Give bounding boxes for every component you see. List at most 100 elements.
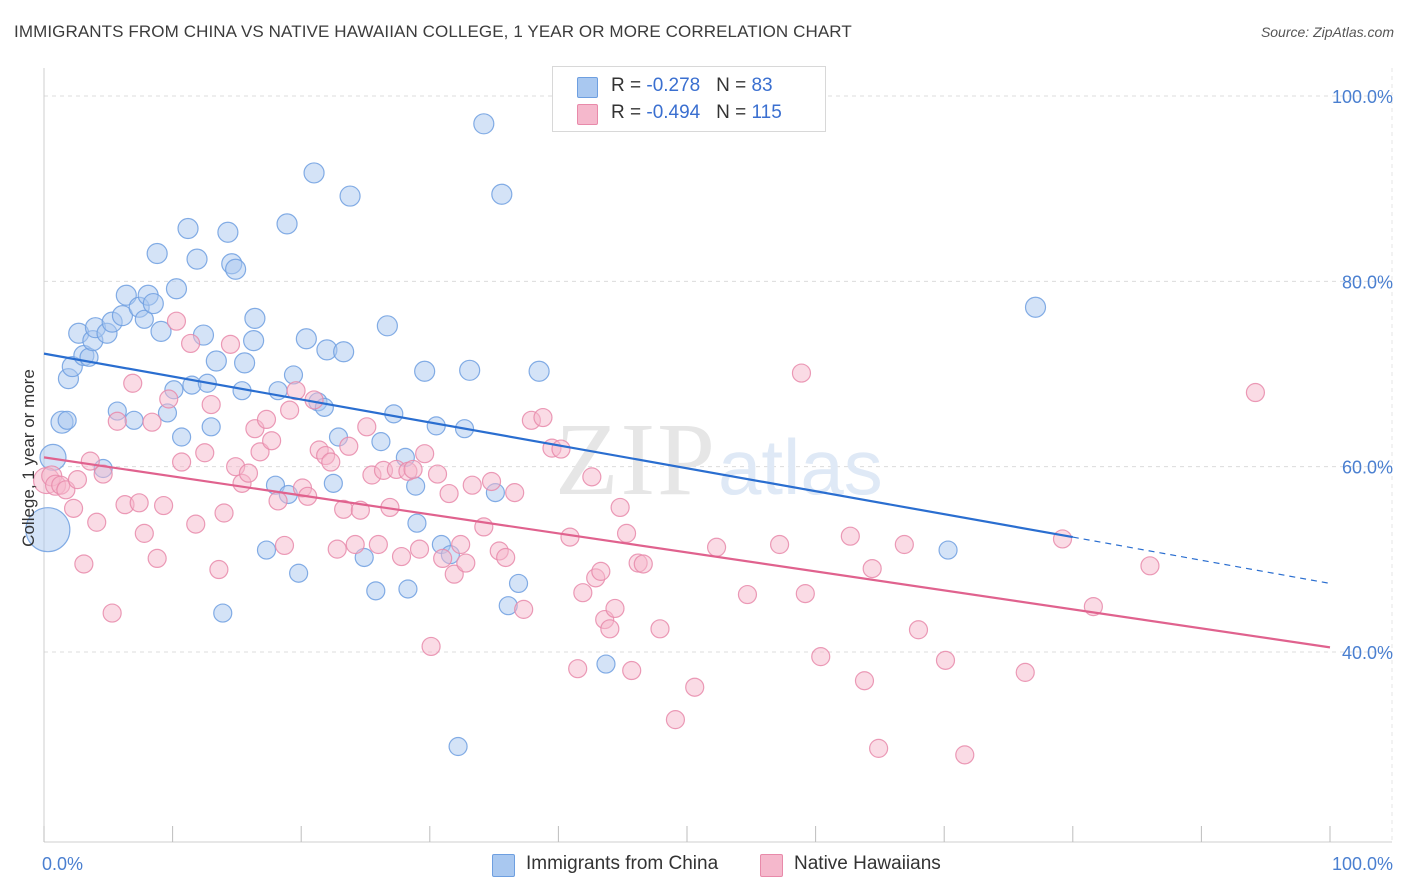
hawaiian-point-101 xyxy=(795,584,815,604)
china-point-51 xyxy=(303,162,325,184)
china-point-23 xyxy=(150,320,172,342)
hawaiian-point-47 xyxy=(327,539,347,559)
china-point-67 xyxy=(407,513,427,533)
hawaiian-point-108 xyxy=(908,620,929,640)
hawaiian-point-112 xyxy=(1052,529,1073,549)
hawaiian-point-83 xyxy=(573,583,593,603)
china-point-55 xyxy=(323,473,343,493)
hawaiian-point-16 xyxy=(134,523,154,543)
hawaiian-point-50 xyxy=(345,534,365,555)
hawaiian-point-72 xyxy=(481,471,502,492)
legend-n-label: N = xyxy=(716,102,752,123)
bottom-legend-label: Native Hawaiians xyxy=(794,853,941,874)
x-tick-label-1: 100.0% xyxy=(1332,854,1393,874)
hawaiian-point-89 xyxy=(605,598,625,619)
y-tick-label-0: 100.0% xyxy=(1332,87,1393,107)
y-tick-labels: 100.0% 80.0% 60.0% 40.0% xyxy=(1332,87,1393,663)
hawaiian-point-94 xyxy=(633,554,653,574)
series-native-hawaiians xyxy=(32,311,1266,765)
hawaiian-point-5 xyxy=(63,498,84,518)
trend-line-china-extension xyxy=(1072,536,1331,585)
source-label: Source: ZipAtlas.com xyxy=(1260,24,1394,40)
hawaiian-point-60 xyxy=(403,459,423,480)
legend-n-label: N = xyxy=(716,75,752,96)
hawaiian-point-114 xyxy=(1245,382,1266,403)
hawaiian-point-36 xyxy=(262,431,282,451)
trend-line-china xyxy=(43,352,1073,539)
china-point-28 xyxy=(177,217,199,240)
x-tick-label-0: 0.0% xyxy=(42,854,83,874)
china-point-30 xyxy=(186,248,208,270)
hawaiian-point-61 xyxy=(409,539,430,559)
china-point-27 xyxy=(172,427,192,447)
china-point-36 xyxy=(217,221,239,243)
china-point-19 xyxy=(134,309,154,329)
china-point-58 xyxy=(339,185,361,207)
hawaiian-point-96 xyxy=(665,710,686,730)
hawaiian-point-22 xyxy=(172,452,192,472)
trend-line-hawaiian xyxy=(43,456,1331,649)
hawaiian-point-78 xyxy=(533,407,553,428)
y-tick-label-3: 40.0% xyxy=(1342,643,1393,663)
hawaiian-point-66 xyxy=(439,483,459,504)
hawaiian-point-88 xyxy=(600,619,620,639)
hawaiian-point-90 xyxy=(610,497,630,518)
china-point-69 xyxy=(426,416,446,436)
hawaiian-point-14 xyxy=(123,373,143,393)
hawaiian-point-24 xyxy=(186,514,206,534)
hawaiian-point-23 xyxy=(181,333,201,354)
hawaiian-point-109 xyxy=(935,650,956,670)
chart-title: IMMIGRANTS FROM CHINA VS NATIVE HAWAIIAN… xyxy=(14,22,852,41)
hawaiian-point-95 xyxy=(650,619,670,639)
china-point-68 xyxy=(414,360,436,382)
china-point-72 xyxy=(448,736,468,757)
hawaiian-point-54 xyxy=(368,534,388,555)
hawaiian-point-100 xyxy=(769,534,790,555)
hawaiian-point-6 xyxy=(67,470,88,490)
legend-r-value: -0.278 xyxy=(646,75,701,96)
hawaiian-point-92 xyxy=(622,660,642,681)
china-point-82 xyxy=(938,540,958,560)
china-point-35 xyxy=(213,603,233,623)
china-point-17 xyxy=(124,410,144,430)
hawaiian-point-69 xyxy=(456,553,476,573)
hawaiian-point-37 xyxy=(268,491,288,511)
hawaiian-point-21 xyxy=(166,311,187,331)
china-point-81 xyxy=(596,654,616,674)
series-immigrants-from-china xyxy=(25,113,1047,757)
china-point-46 xyxy=(276,213,298,235)
china-point-34 xyxy=(205,350,227,372)
china-point-61 xyxy=(371,432,391,452)
china-point-15 xyxy=(111,305,134,327)
china-point-83 xyxy=(1024,296,1047,318)
hawaiian-point-25 xyxy=(195,443,215,463)
china-point-79 xyxy=(508,573,529,594)
hawaiian-point-27 xyxy=(209,559,229,580)
china-point-60 xyxy=(366,581,386,601)
hawaiian-point-15 xyxy=(129,493,149,513)
hawaiian-point-34 xyxy=(250,442,270,462)
hawaiian-point-84 xyxy=(582,467,602,487)
hawaiian-point-86 xyxy=(591,561,611,581)
hawaiian-point-20 xyxy=(159,389,179,409)
hawaiian-point-105 xyxy=(862,558,882,579)
china-point-0 xyxy=(25,507,71,553)
bottom-legend-swatch-pink xyxy=(760,854,783,877)
hawaiian-point-111 xyxy=(1015,662,1035,682)
legend-r-value: -0.494 xyxy=(646,102,701,123)
hawaiian-point-62 xyxy=(415,444,435,464)
hawaiian-point-107 xyxy=(894,534,914,555)
china-point-43 xyxy=(256,540,277,560)
china-point-65 xyxy=(398,579,418,599)
hawaiian-point-19 xyxy=(153,495,174,516)
hawaiian-point-64 xyxy=(427,464,448,484)
trend-lines xyxy=(43,352,1331,649)
hawaiian-point-7 xyxy=(74,554,94,574)
hawaiian-point-76 xyxy=(514,599,534,619)
china-point-33 xyxy=(201,417,221,437)
china-point-21 xyxy=(142,292,164,315)
china-point-62 xyxy=(376,315,398,337)
hawaiian-point-97 xyxy=(685,677,705,697)
hawaiian-point-91 xyxy=(616,523,637,543)
